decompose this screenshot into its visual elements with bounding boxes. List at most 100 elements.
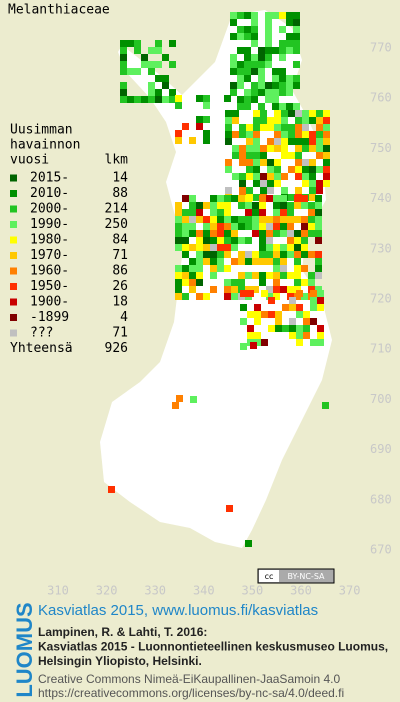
occurrence-square xyxy=(274,180,281,187)
occurrence-square xyxy=(127,68,134,75)
occurrence-square xyxy=(295,138,302,145)
occurrence-square xyxy=(196,272,203,279)
occurrence-square xyxy=(141,61,148,68)
occurrence-square xyxy=(273,258,280,265)
occurrence-square xyxy=(252,230,259,237)
occurrence-square xyxy=(267,173,274,180)
occurrence-square xyxy=(301,265,308,272)
occurrence-square xyxy=(275,325,282,332)
occurrence-square xyxy=(308,272,315,279)
occurrence-square xyxy=(252,223,259,230)
occurrence-square xyxy=(134,47,141,54)
occurrence-square xyxy=(323,110,330,117)
occurrence-square xyxy=(127,96,134,103)
occurrence-square xyxy=(217,251,224,258)
occurrence-square xyxy=(182,230,189,237)
occurrence-square xyxy=(237,47,244,54)
legend-count: 86 xyxy=(112,264,128,279)
occurrence-square xyxy=(210,209,217,216)
occurrence-square xyxy=(281,131,288,138)
occurrence-square xyxy=(224,244,231,251)
occurrence-square xyxy=(308,216,315,223)
occurrence-square xyxy=(266,258,273,265)
occurrence-square xyxy=(169,61,176,68)
occurrence-square xyxy=(287,230,294,237)
occurrence-square xyxy=(172,402,179,409)
occurrence-square xyxy=(323,166,330,173)
occurrence-square xyxy=(224,223,231,230)
occurrence-square xyxy=(279,26,286,33)
x-grid-label: 320 xyxy=(96,584,118,598)
legend-label: 1950- xyxy=(30,279,69,294)
x-grid-label: 360 xyxy=(290,584,312,598)
occurrence-square xyxy=(247,332,254,339)
occurrence-square xyxy=(182,251,189,258)
occurrence-square xyxy=(238,195,245,202)
occurrence-square xyxy=(182,237,189,244)
occurrence-square xyxy=(287,223,294,230)
occurrence-square xyxy=(238,237,245,244)
occurrence-square xyxy=(317,290,324,297)
occurrence-square xyxy=(148,61,155,68)
citation-line: Helsingin Yliopisto, Helsinki. xyxy=(38,654,202,668)
occurrence-square xyxy=(316,110,323,117)
occurrence-square xyxy=(280,195,287,202)
occurrence-square xyxy=(274,166,281,173)
occurrence-square xyxy=(265,47,272,54)
occurrence-square xyxy=(260,187,267,194)
occurrence-square xyxy=(258,61,265,68)
occurrence-square xyxy=(245,540,252,547)
occurrence-square xyxy=(245,216,252,223)
occurrence-square xyxy=(224,265,231,272)
legend-label: 1980- xyxy=(30,233,69,248)
occurrence-square xyxy=(239,159,246,166)
occurrence-square xyxy=(266,195,273,202)
occurrence-square xyxy=(251,61,258,68)
occurrence-square xyxy=(175,137,182,144)
y-grid-label: 770 xyxy=(370,41,392,55)
occurrence-square xyxy=(224,251,231,258)
occurrence-square xyxy=(302,166,309,173)
occurrence-square xyxy=(293,75,300,82)
occurrence-square xyxy=(323,138,330,145)
occurrence-square xyxy=(232,152,239,159)
occurrence-square xyxy=(295,159,302,166)
occurrence-square xyxy=(286,75,293,82)
occurrence-square xyxy=(203,258,210,265)
occurrence-square xyxy=(315,251,322,258)
occurrence-square xyxy=(246,173,253,180)
occurrence-square xyxy=(210,272,217,279)
occurrence-square xyxy=(251,26,258,33)
occurrence-square xyxy=(231,244,238,251)
occurrence-square xyxy=(301,202,308,209)
occurrence-square xyxy=(245,258,252,265)
occurrence-square xyxy=(289,325,296,332)
occurrence-square xyxy=(272,47,279,54)
occurrence-square xyxy=(315,202,322,209)
occurrence-square xyxy=(310,339,317,346)
occurrence-square xyxy=(231,195,238,202)
occurrence-square xyxy=(240,290,247,297)
occurrence-square xyxy=(175,216,182,223)
y-grid-label: 710 xyxy=(370,342,392,356)
occurrence-square xyxy=(287,251,294,258)
occurrence-square xyxy=(175,230,182,237)
occurrence-square xyxy=(175,95,182,102)
occurrence-square xyxy=(251,82,258,89)
occurrence-square xyxy=(175,244,182,251)
occurrence-square xyxy=(302,173,309,180)
occurrence-squares xyxy=(108,12,330,547)
occurrence-square xyxy=(266,251,273,258)
legend-count: 88 xyxy=(112,186,128,201)
occurrence-square xyxy=(308,230,315,237)
occurrence-square xyxy=(301,279,308,286)
occurrence-square xyxy=(303,332,310,339)
occurrence-square xyxy=(134,68,141,75)
occurrence-square xyxy=(175,202,182,209)
occurrence-square xyxy=(231,216,238,223)
occurrence-square xyxy=(310,318,317,325)
map-title: Melanthiaceae xyxy=(8,3,110,18)
occurrence-square xyxy=(309,159,316,166)
occurrence-square xyxy=(280,265,287,272)
occurrence-square xyxy=(279,47,286,54)
